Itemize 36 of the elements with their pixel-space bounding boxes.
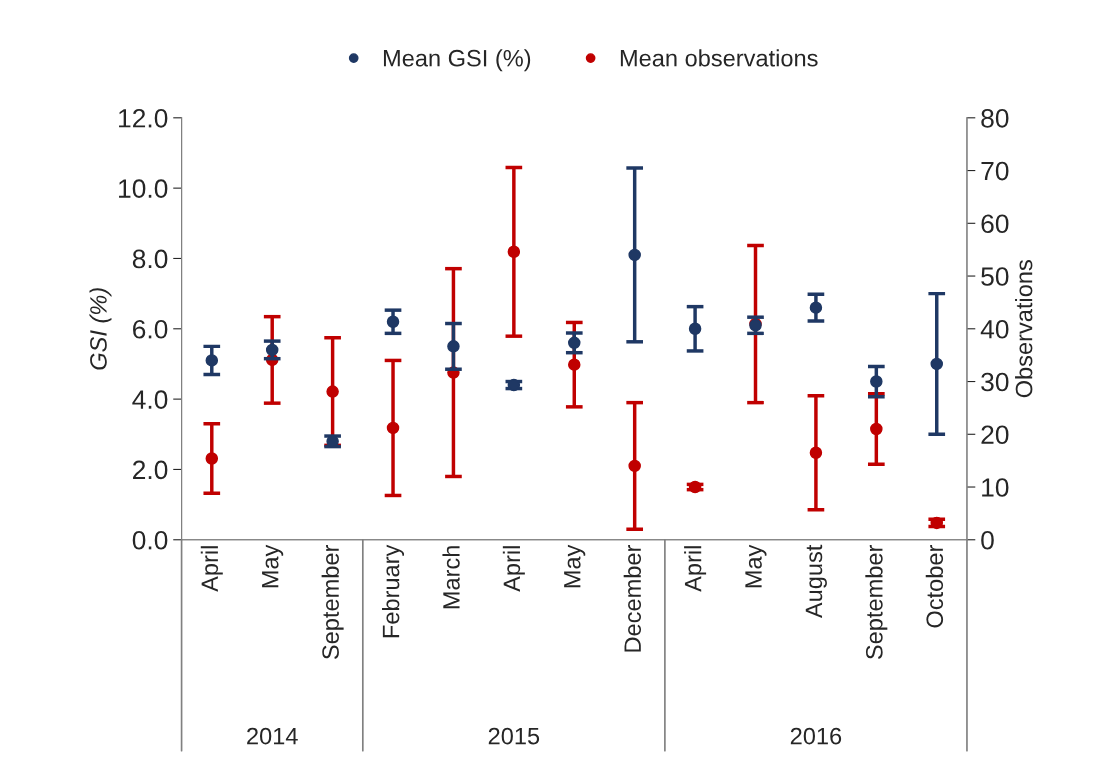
y-tick-label: 0.0 <box>132 530 168 550</box>
x-tick-label: April <box>502 546 525 592</box>
y-tick-label: 6.0 <box>133 319 168 339</box>
x-tick-label: May <box>745 544 767 588</box>
y2-tick-label: 0 <box>981 530 994 550</box>
y2-axis-title: Observations <box>1015 260 1033 398</box>
x-tick-label: February <box>382 544 405 638</box>
x-tick-label: March <box>442 546 460 609</box>
x-tick-label: October <box>925 545 944 628</box>
y-tick-label: 12.0 <box>119 108 168 128</box>
legend-label: Mean GSI (%) <box>383 49 531 72</box>
x-tick-label: May <box>262 544 284 588</box>
y-tick-label: 2.0 <box>133 460 168 480</box>
x-tick-label: December <box>623 545 642 652</box>
x-tick-label: August <box>805 544 827 619</box>
x-tick-label: September <box>865 545 888 660</box>
y2-tick-label: 70 <box>981 161 1009 181</box>
y-tick-label: 8.0 <box>132 249 168 269</box>
y-tick-label: 10.0 <box>119 179 168 198</box>
y2-tick-label: 40 <box>980 319 1009 339</box>
y2-tick-label: 10 <box>982 478 1009 497</box>
x-tick-label: April <box>200 546 223 592</box>
y2-tick-label: 20 <box>981 425 1009 445</box>
y2-tick-label: 50 <box>981 267 1009 286</box>
y-axis-title: GSI (%) <box>89 288 112 370</box>
x-tick-label: September <box>321 545 344 660</box>
text: 2014 <box>247 727 298 745</box>
y2-tick-label: 30 <box>981 372 1009 392</box>
legend-label: Mean observations <box>620 49 818 67</box>
y-tick-label: 4.0 <box>132 390 168 409</box>
text: 2015 <box>488 727 540 745</box>
x-tick-label: May <box>564 544 586 588</box>
x-tick-label: April <box>684 546 707 592</box>
y2-tick-label: 80 <box>981 108 1009 128</box>
text: 2016 <box>790 727 842 745</box>
y2-tick-label: 60 <box>981 214 1009 234</box>
